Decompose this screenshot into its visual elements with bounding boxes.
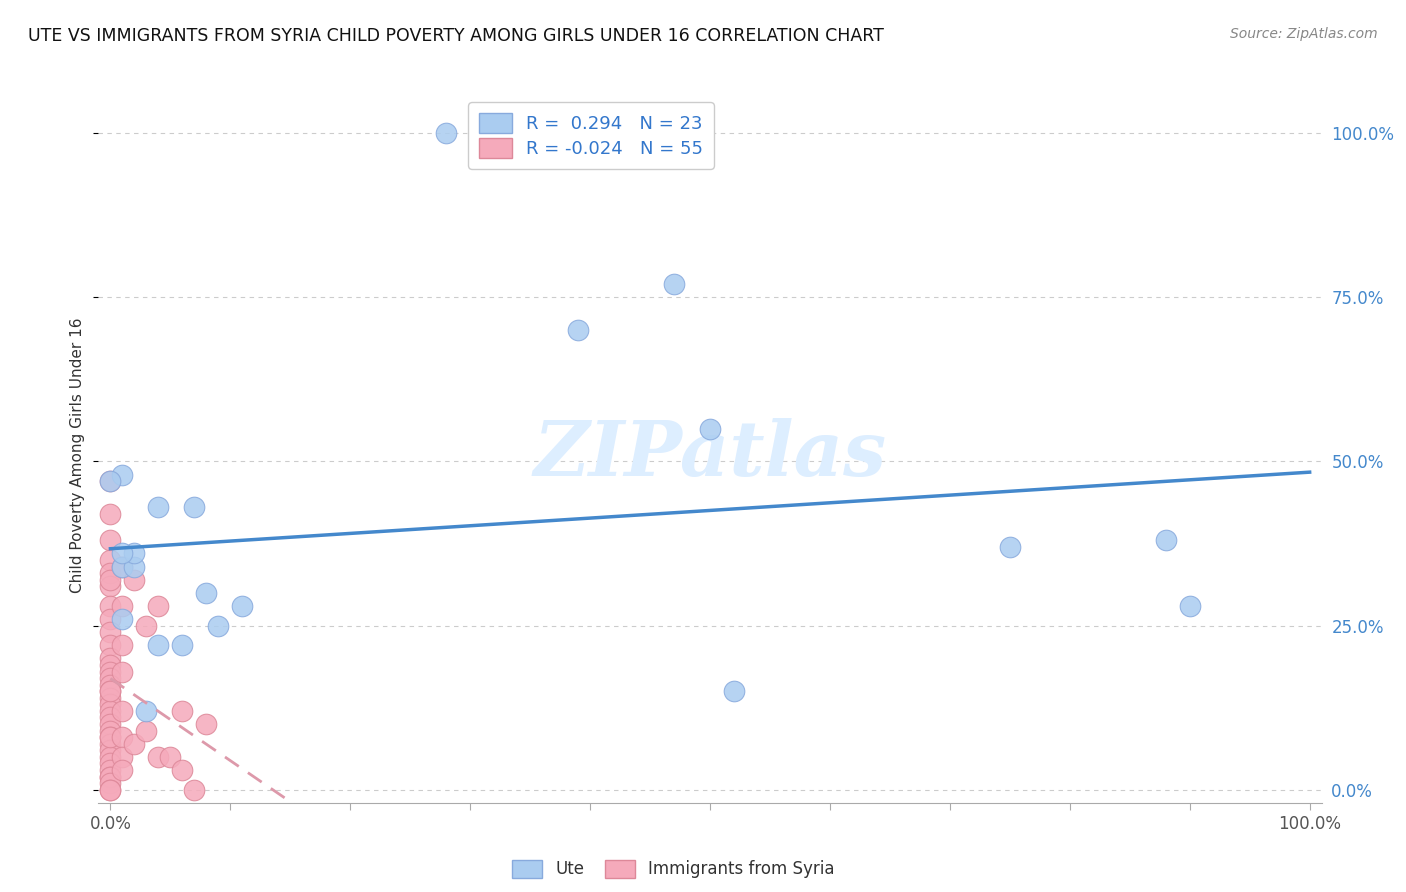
- Point: [100, 573, 122, 587]
- Point: [148, 638, 170, 652]
- Point: [100, 770, 122, 784]
- Point: [100, 770, 122, 784]
- Point: [100, 690, 122, 705]
- Point: [100, 678, 122, 692]
- Point: [100, 657, 122, 672]
- Point: [100, 730, 122, 744]
- Point: [111, 704, 134, 718]
- Point: [100, 625, 122, 640]
- Point: [148, 749, 170, 764]
- Point: [100, 756, 122, 771]
- Point: [100, 704, 122, 718]
- Point: [100, 710, 122, 724]
- Point: [207, 618, 229, 632]
- Point: [195, 586, 218, 600]
- Point: [231, 599, 253, 613]
- Point: [100, 507, 122, 521]
- Point: [662, 277, 685, 292]
- Y-axis label: Child Poverty Among Girls Under 16: Child Poverty Among Girls Under 16: [70, 318, 86, 592]
- Point: [172, 704, 194, 718]
- Point: [100, 566, 122, 580]
- Legend: Ute, Immigrants from Syria: Ute, Immigrants from Syria: [506, 853, 841, 885]
- Point: [111, 749, 134, 764]
- Point: [100, 474, 122, 488]
- Point: [111, 638, 134, 652]
- Point: [159, 749, 181, 764]
- Point: [111, 467, 134, 482]
- Point: [111, 599, 134, 613]
- Point: [183, 500, 205, 515]
- Point: [100, 763, 122, 777]
- Point: [100, 651, 122, 665]
- Point: [100, 599, 122, 613]
- Point: [183, 782, 205, 797]
- Point: [100, 749, 122, 764]
- Point: [195, 717, 218, 731]
- Point: [111, 559, 134, 574]
- Point: [434, 126, 457, 140]
- Point: [100, 553, 122, 567]
- Point: [100, 474, 122, 488]
- Point: [111, 763, 134, 777]
- Point: [998, 540, 1021, 554]
- Point: [100, 638, 122, 652]
- Point: [111, 612, 134, 626]
- Point: [100, 737, 122, 751]
- Point: [100, 723, 122, 738]
- Point: [100, 782, 122, 797]
- Point: [135, 704, 157, 718]
- Point: [111, 559, 134, 574]
- Point: [100, 782, 122, 797]
- Text: Source: ZipAtlas.com: Source: ZipAtlas.com: [1230, 27, 1378, 41]
- Point: [100, 671, 122, 685]
- Point: [124, 559, 146, 574]
- Point: [100, 665, 122, 679]
- Point: [148, 599, 170, 613]
- Point: [100, 684, 122, 698]
- Point: [100, 730, 122, 744]
- Point: [100, 533, 122, 548]
- Point: [124, 737, 146, 751]
- Point: [172, 763, 194, 777]
- Point: [100, 684, 122, 698]
- Point: [100, 776, 122, 790]
- Text: UTE VS IMMIGRANTS FROM SYRIA CHILD POVERTY AMONG GIRLS UNDER 16 CORRELATION CHAR: UTE VS IMMIGRANTS FROM SYRIA CHILD POVER…: [28, 27, 884, 45]
- Point: [567, 323, 589, 337]
- Point: [111, 730, 134, 744]
- Point: [100, 579, 122, 593]
- Point: [100, 717, 122, 731]
- Point: [135, 723, 157, 738]
- Point: [100, 743, 122, 757]
- Point: [124, 573, 146, 587]
- Point: [124, 546, 146, 560]
- Point: [100, 698, 122, 712]
- Point: [100, 612, 122, 626]
- Point: [1178, 599, 1201, 613]
- Point: [172, 638, 194, 652]
- Point: [723, 684, 745, 698]
- Point: [111, 665, 134, 679]
- Point: [699, 422, 721, 436]
- Point: [111, 546, 134, 560]
- Point: [1154, 533, 1177, 548]
- Text: ZIPatlas: ZIPatlas: [533, 418, 887, 491]
- Point: [135, 618, 157, 632]
- Point: [148, 500, 170, 515]
